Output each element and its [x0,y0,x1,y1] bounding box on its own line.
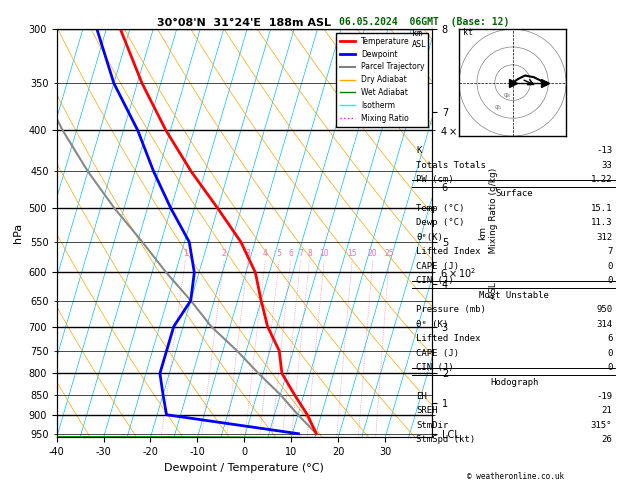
Text: 15: 15 [347,248,357,258]
Text: SREH: SREH [416,406,438,416]
Text: 6: 6 [288,248,293,258]
Text: 7: 7 [607,247,613,256]
Text: 0: 0 [607,348,613,358]
Y-axis label: hPa: hPa [13,223,23,243]
Text: Surface: Surface [496,190,533,198]
Text: 5: 5 [277,248,282,258]
Text: CAPE (J): CAPE (J) [416,348,459,358]
Text: 21: 21 [601,406,613,416]
Text: 20: 20 [368,248,377,258]
Text: Totals Totals: Totals Totals [416,160,486,170]
Text: 25: 25 [384,248,394,258]
Text: 7: 7 [298,248,303,258]
Text: Dewp (°C): Dewp (°C) [416,218,464,227]
Text: 6: 6 [607,334,613,343]
Title: 30°08'N  31°24'E  188m ASL: 30°08'N 31°24'E 188m ASL [157,18,331,28]
Text: 10: 10 [320,248,329,258]
Text: Temp (°C): Temp (°C) [416,204,464,213]
Text: 0: 0 [607,363,613,372]
Text: km
ASL: km ASL [412,29,427,49]
Text: 15.1: 15.1 [591,204,613,213]
Y-axis label: km
ASL          Mixing Ratio (g/kg): km ASL Mixing Ratio (g/kg) [479,168,498,299]
Text: 26: 26 [601,435,613,444]
Text: 4: 4 [263,248,268,258]
Text: CIN (J): CIN (J) [416,363,454,372]
Text: θᵉ (K): θᵉ (K) [416,320,448,329]
Text: 2: 2 [221,248,226,258]
Legend: Temperature, Dewpoint, Parcel Trajectory, Dry Adiabat, Wet Adiabat, Isotherm, Mi: Temperature, Dewpoint, Parcel Trajectory… [336,33,428,126]
Text: φ₁: φ₁ [495,104,502,110]
Text: -19: -19 [596,392,613,401]
Text: PW (cm): PW (cm) [416,175,454,184]
Text: 0: 0 [607,276,613,285]
Text: 1: 1 [183,248,187,258]
Text: 314: 314 [596,320,613,329]
Text: Pressure (mb): Pressure (mb) [416,305,486,314]
Text: 1.22: 1.22 [591,175,613,184]
Text: 11.3: 11.3 [591,218,613,227]
Text: 06.05.2024  06GMT  (Base: 12): 06.05.2024 06GMT (Base: 12) [340,17,509,27]
Text: Hodograph: Hodograph [490,378,538,386]
Text: StmSpd (kt): StmSpd (kt) [416,435,475,444]
Text: φ₀: φ₀ [504,92,511,98]
Text: 8: 8 [307,248,312,258]
Text: © weatheronline.co.uk: © weatheronline.co.uk [467,472,564,481]
Text: 33: 33 [601,160,613,170]
Text: -13: -13 [596,146,613,155]
Text: kt: kt [463,28,473,36]
Text: Lifted Index: Lifted Index [416,247,481,256]
Text: 315°: 315° [591,421,613,430]
Text: 950: 950 [596,305,613,314]
X-axis label: Dewpoint / Temperature (°C): Dewpoint / Temperature (°C) [164,463,325,473]
Text: CAPE (J): CAPE (J) [416,262,459,271]
Text: θᵉ(K): θᵉ(K) [416,233,443,242]
Text: 3: 3 [245,248,250,258]
Text: 0: 0 [607,262,613,271]
Text: StmDir: StmDir [416,421,448,430]
Text: Lifted Index: Lifted Index [416,334,481,343]
Text: Most Unstable: Most Unstable [479,291,549,300]
Text: EH: EH [416,392,427,401]
Text: K: K [416,146,421,155]
Text: CIN (J): CIN (J) [416,276,454,285]
Text: 312: 312 [596,233,613,242]
